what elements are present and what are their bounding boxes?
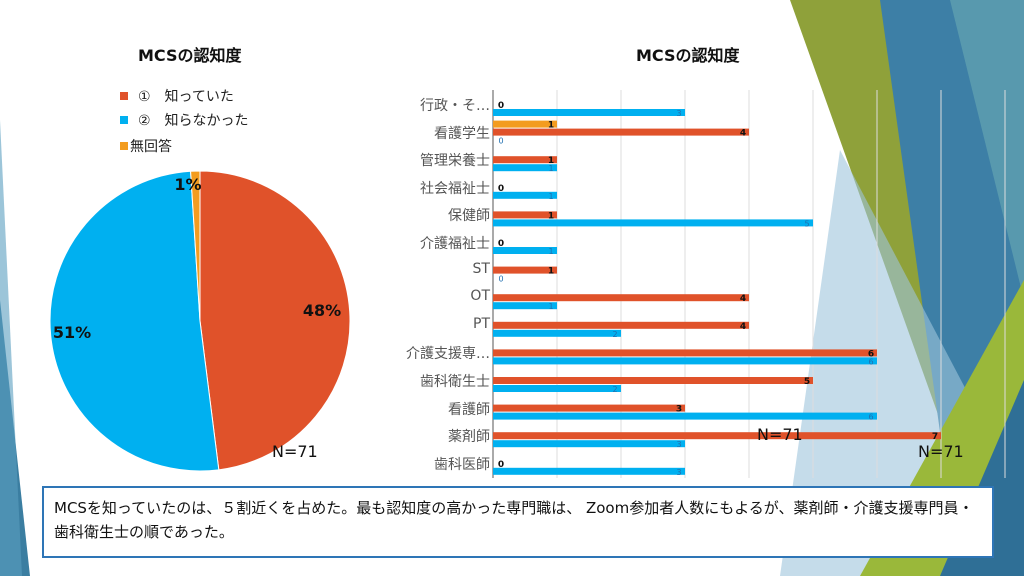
bar-知っていた [493, 156, 557, 164]
bar-value-label: 0 [498, 460, 504, 470]
bar-知っていた [493, 349, 877, 357]
legend-no-answer: 無回答 [120, 136, 172, 156]
bar-知らなかった [493, 467, 685, 475]
pie-n-label: N=71 [272, 442, 318, 461]
pie-chart: 48% 51% 1% [49, 170, 351, 472]
bar-知っていた [493, 266, 557, 274]
bar-value-label: 0 [498, 275, 503, 284]
category-label: 介護支援専… [406, 346, 490, 363]
bar-知らなかった [493, 357, 877, 365]
bar-value-label: 1 [548, 267, 554, 277]
category-label: 管理栄養士 [420, 153, 490, 170]
bar-知らなかった [493, 164, 557, 172]
category-label: 看護師 [448, 401, 490, 418]
bar-知っていた [493, 321, 749, 329]
bar-value-label: 5 [804, 377, 810, 387]
bar-value-label: 7 [932, 432, 938, 442]
legend-known: ① 知っていた [120, 86, 234, 106]
bar-value-label: 3 [676, 440, 681, 449]
pie-slice-2 [190, 170, 201, 322]
category-label: 歯科衛生士 [420, 374, 490, 390]
bar-value-label: 1 [548, 121, 554, 131]
bar-value-label: 0 [498, 137, 503, 146]
category-label: OT [470, 288, 490, 305]
bar-知らなかった [493, 109, 685, 116]
bar-value-label: 6 [868, 349, 874, 359]
bar-value-label: 4 [740, 322, 746, 332]
pie-slice-0 [199, 170, 351, 471]
bar-知らなかった [493, 191, 557, 199]
category-label: PT [473, 315, 490, 332]
bar-知らなかった [493, 329, 621, 337]
bar-知っていた [493, 404, 685, 412]
bar-value-label: 0 [498, 101, 504, 111]
bar-value-label: 1 [548, 156, 554, 166]
bar-無回答 [493, 120, 557, 128]
bar-value-label: 1 [548, 302, 553, 311]
category-label: 介護福祉士 [420, 236, 490, 252]
bar-知っていた [493, 211, 557, 219]
bar-value-label: 3 [676, 405, 682, 415]
bar-value-label: 6 [868, 357, 873, 366]
category-label: 歯科医師 [434, 456, 490, 473]
bar-value-label: 3 [676, 109, 681, 118]
bar-知らなかった [493, 247, 557, 254]
category-label: 薬剤師 [448, 429, 490, 446]
category-label: 社会福祉士 [420, 180, 490, 197]
bar-value-label: 4 [740, 294, 746, 304]
bar-value-label: 1 [548, 164, 553, 173]
bar-知らなかった [493, 412, 877, 420]
category-label: ST [472, 260, 490, 277]
bar-value-label: 5 [804, 219, 809, 228]
bar-value-label: 2 [612, 385, 617, 394]
bar-value-label: 4 [740, 129, 746, 139]
bar-value-label: 2 [612, 330, 617, 339]
bar-value-label: 0 [498, 239, 504, 249]
bar-value-label: 1 [548, 192, 553, 201]
bar-知らなかった [493, 440, 685, 448]
bar-value-label: 1 [548, 247, 553, 256]
pie-label-2: 1% [174, 175, 201, 194]
bar-知らなかった [493, 385, 621, 392]
bar-title: MCSの認知度 [636, 46, 740, 65]
bar-知っていた [493, 377, 813, 384]
pie-title: MCSの認知度 [138, 46, 242, 65]
bar-知っていた [493, 432, 941, 440]
pie-label-0: 48% [303, 301, 341, 320]
bar-知らなかった [493, 219, 813, 227]
bar-value-label: 3 [676, 468, 681, 477]
bar-value-label: 0 [498, 184, 504, 194]
bar-n-label-2: N=71 [918, 442, 964, 461]
bar-知っていた [493, 294, 749, 302]
category-label: 看護学生 [434, 125, 490, 142]
bar-value-label: 1 [548, 211, 554, 221]
legend-unknown: ② 知らなかった [120, 110, 249, 130]
bar-知らなかった [493, 302, 557, 310]
category-label: 行政・そ… [420, 98, 490, 114]
bar-n-label-1: N=71 [757, 425, 803, 444]
bar-value-label: 6 [868, 413, 873, 422]
category-label: 保健師 [448, 208, 490, 225]
summary-note: MCSを知っていたのは、５割近くを占めた。最も認知度の高かった専門職は、 Zoo… [42, 486, 994, 558]
bar-知っていた [493, 128, 749, 136]
pie-slice-1 [49, 170, 220, 472]
pie-label-1: 51% [53, 323, 91, 342]
